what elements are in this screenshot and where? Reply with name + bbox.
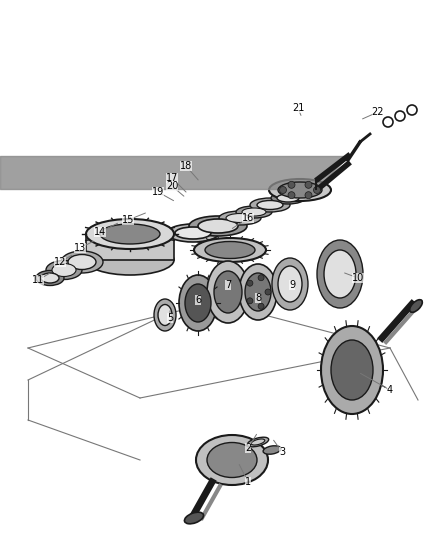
Ellipse shape [324, 250, 356, 298]
Ellipse shape [278, 182, 322, 198]
Ellipse shape [167, 224, 219, 242]
Ellipse shape [194, 238, 266, 262]
Text: 19: 19 [152, 187, 164, 197]
Circle shape [305, 192, 312, 199]
Ellipse shape [214, 271, 242, 313]
Circle shape [247, 280, 253, 286]
Ellipse shape [41, 273, 59, 283]
Ellipse shape [250, 198, 290, 212]
Ellipse shape [317, 240, 363, 308]
Ellipse shape [278, 266, 302, 302]
Circle shape [258, 303, 264, 309]
Text: 1: 1 [245, 477, 251, 487]
Ellipse shape [179, 275, 217, 331]
Ellipse shape [158, 304, 172, 326]
Circle shape [288, 181, 295, 188]
Ellipse shape [154, 299, 176, 331]
Text: 21: 21 [292, 103, 304, 113]
Text: 13: 13 [74, 243, 86, 253]
Text: 18: 18 [180, 161, 192, 171]
Text: 7: 7 [225, 280, 231, 290]
Ellipse shape [196, 435, 268, 485]
Ellipse shape [321, 326, 383, 414]
Ellipse shape [189, 216, 247, 236]
Circle shape [305, 181, 312, 188]
Ellipse shape [272, 258, 308, 310]
Text: 3: 3 [279, 447, 285, 457]
Circle shape [258, 274, 264, 281]
Circle shape [395, 111, 405, 121]
Ellipse shape [226, 214, 254, 222]
Ellipse shape [198, 219, 238, 233]
Text: 10: 10 [352, 273, 364, 283]
Ellipse shape [410, 300, 422, 312]
Ellipse shape [331, 340, 373, 400]
Ellipse shape [185, 284, 211, 322]
Text: 8: 8 [255, 293, 261, 303]
Text: 20: 20 [166, 181, 178, 191]
Circle shape [407, 105, 417, 115]
Ellipse shape [247, 437, 268, 447]
Ellipse shape [207, 261, 249, 323]
Text: 6: 6 [195, 295, 201, 305]
Ellipse shape [257, 200, 283, 209]
Polygon shape [86, 234, 174, 260]
Text: 12: 12 [54, 257, 66, 267]
Ellipse shape [52, 263, 76, 277]
Text: 15: 15 [122, 215, 134, 225]
Ellipse shape [207, 442, 257, 478]
Ellipse shape [205, 241, 255, 259]
Ellipse shape [263, 446, 281, 454]
Ellipse shape [61, 251, 103, 273]
Ellipse shape [269, 179, 331, 201]
Ellipse shape [245, 273, 271, 311]
Text: 9: 9 [289, 280, 295, 290]
Ellipse shape [242, 208, 266, 216]
Text: 16: 16 [242, 213, 254, 223]
Circle shape [265, 289, 271, 295]
Text: 14: 14 [94, 227, 106, 237]
Ellipse shape [277, 194, 299, 202]
Ellipse shape [251, 439, 265, 445]
Ellipse shape [239, 264, 277, 320]
Ellipse shape [219, 211, 261, 225]
Ellipse shape [86, 219, 174, 249]
Text: 11: 11 [32, 275, 44, 285]
Circle shape [288, 192, 295, 199]
Ellipse shape [46, 261, 82, 279]
Circle shape [383, 117, 393, 127]
Text: 5: 5 [167, 313, 173, 323]
Text: 17: 17 [166, 173, 178, 183]
Ellipse shape [68, 254, 96, 270]
Text: 2: 2 [245, 443, 251, 453]
Ellipse shape [184, 512, 204, 524]
Ellipse shape [100, 224, 160, 244]
Ellipse shape [236, 206, 272, 218]
Ellipse shape [36, 271, 64, 286]
Text: 4: 4 [387, 385, 393, 395]
Ellipse shape [175, 227, 211, 239]
Text: 22: 22 [372, 107, 384, 117]
Ellipse shape [271, 192, 305, 204]
Circle shape [279, 187, 286, 193]
Circle shape [247, 298, 253, 304]
Circle shape [314, 187, 321, 193]
Ellipse shape [86, 245, 174, 275]
